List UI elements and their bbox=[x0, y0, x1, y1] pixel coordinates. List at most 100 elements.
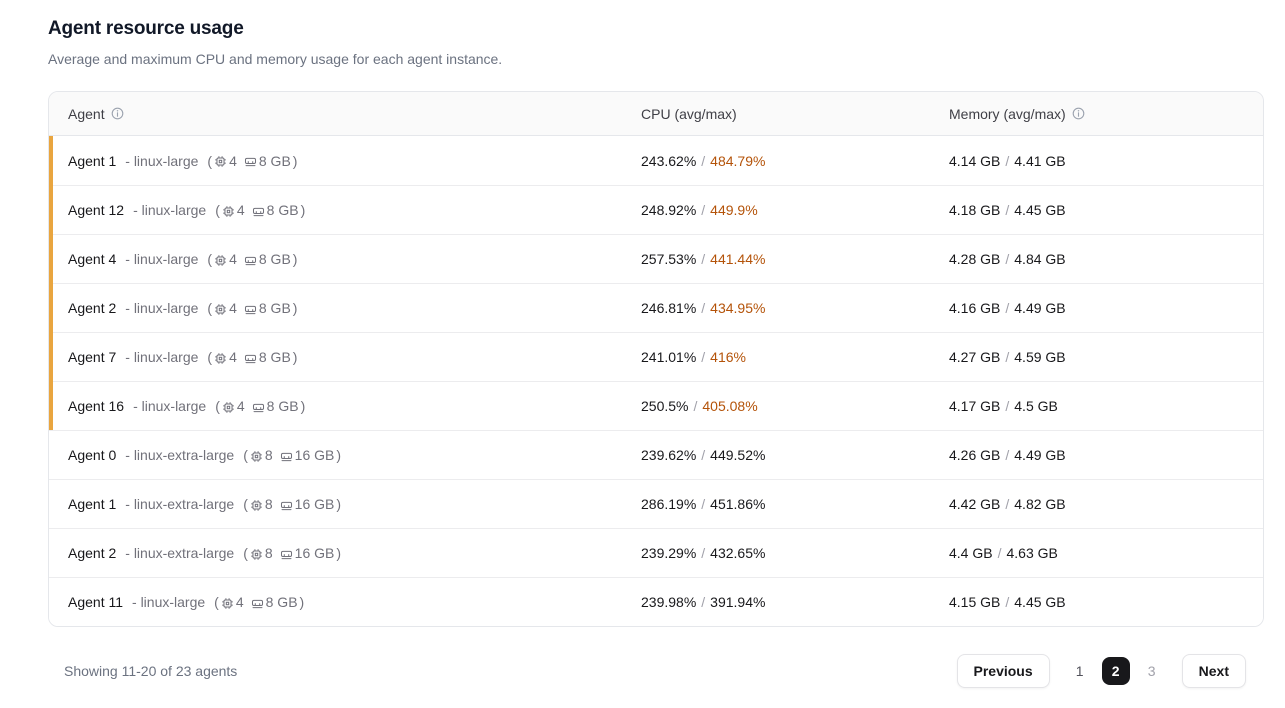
memory-avg-value: 4.16 GB bbox=[949, 300, 1001, 317]
cpu-chip-icon bbox=[214, 303, 227, 316]
cpu-usage-cell: 239.98%/391.94% bbox=[641, 594, 949, 610]
agent-name: Agent 12 bbox=[68, 202, 125, 219]
memory-max-value: 4.63 GB bbox=[1006, 545, 1058, 562]
agent-resource-usage-page: Agent resource usage Average and maximum… bbox=[48, 18, 1264, 689]
spec-open-paren: ( bbox=[214, 594, 219, 611]
cpu-usage-cell: 239.29%/432.65% bbox=[641, 545, 949, 561]
agent-name: Agent 2 bbox=[68, 545, 117, 562]
memory-usage-cell: 4.14 GB/4.41 GB bbox=[949, 153, 1263, 169]
agent-cpu-count: 4 bbox=[229, 152, 237, 169]
next-page-button[interactable]: Next bbox=[1181, 654, 1246, 689]
info-icon[interactable] bbox=[1072, 107, 1085, 120]
agent-cpu-count: 8 bbox=[264, 496, 273, 513]
agent-cell: Agent 4 - linux-large ( 4 8 GB ) bbox=[49, 251, 641, 267]
value-separator: / bbox=[701, 447, 706, 464]
spec-close-paren: ) bbox=[299, 594, 305, 611]
memory-stick-icon bbox=[280, 499, 293, 512]
memory-avg-value: 4.27 GB bbox=[949, 349, 1001, 366]
value-separator: / bbox=[1005, 202, 1010, 219]
agent-ram-amount: 8 GB bbox=[265, 594, 298, 611]
cpu-max-value: 449.9% bbox=[710, 202, 758, 219]
cpu-avg-value: 257.53% bbox=[641, 251, 697, 268]
value-separator: / bbox=[701, 300, 706, 317]
memory-avg-value: 4.14 GB bbox=[949, 152, 1001, 169]
cpu-column-label: CPU (avg/max) bbox=[641, 105, 737, 122]
cpu-chip-icon bbox=[250, 450, 263, 463]
table-row: Agent 1 - linux-large ( 4 8 GB ) 243.62%… bbox=[49, 136, 1263, 186]
agent-cpu-count: 4 bbox=[229, 300, 237, 317]
agent-runner-variant: - linux-large bbox=[132, 594, 206, 611]
cpu-usage-cell: 248.92%/449.9% bbox=[641, 202, 949, 218]
agent-cell: Agent 2 - linux-large ( 4 8 GB ) bbox=[49, 300, 641, 316]
spec-close-paren: ) bbox=[336, 545, 342, 562]
memory-usage-cell: 4.26 GB/4.49 GB bbox=[949, 447, 1263, 463]
agent-runner-variant: - linux-large bbox=[125, 251, 199, 268]
memory-usage-cell: 4.18 GB/4.45 GB bbox=[949, 202, 1263, 218]
agent-specs: ( 4 8 GB ) bbox=[207, 153, 297, 169]
memory-stick-icon bbox=[244, 352, 257, 365]
agent-name: Agent 1 bbox=[68, 152, 117, 169]
cpu-avg-value: 239.62% bbox=[641, 447, 697, 464]
spec-open-paren: ( bbox=[243, 545, 248, 562]
page-subtitle: Average and maximum CPU and memory usage… bbox=[48, 50, 503, 67]
agent-runner-variant: - linux-extra-large bbox=[125, 545, 235, 562]
value-separator: / bbox=[997, 545, 1002, 562]
cpu-max-value: 405.08% bbox=[702, 398, 758, 415]
previous-page-button[interactable]: Previous bbox=[956, 654, 1050, 689]
value-separator: / bbox=[1005, 300, 1010, 317]
agent-name: Agent 2 bbox=[68, 300, 117, 317]
spec-close-paren: ) bbox=[292, 300, 298, 317]
cpu-avg-value: 286.19% bbox=[641, 496, 697, 513]
agent-name: Agent 7 bbox=[68, 349, 117, 366]
info-icon[interactable] bbox=[111, 107, 124, 120]
memory-max-value: 4.49 GB bbox=[1014, 447, 1066, 464]
value-separator: / bbox=[701, 496, 706, 513]
pagination-page-button[interactable]: 3 bbox=[1138, 657, 1166, 685]
cpu-avg-value: 250.5% bbox=[641, 398, 689, 415]
value-separator: / bbox=[701, 349, 706, 366]
memory-stick-icon bbox=[244, 254, 257, 267]
spec-close-paren: ) bbox=[292, 152, 298, 169]
value-separator: / bbox=[1005, 594, 1010, 611]
memory-usage-cell: 4.17 GB/4.5 GB bbox=[949, 398, 1263, 414]
showing-count-text: Showing 11-20 of 23 agents bbox=[64, 663, 238, 680]
spec-open-paren: ( bbox=[207, 300, 213, 317]
pagination-page-button[interactable]: 2 bbox=[1101, 657, 1130, 686]
spec-open-paren: ( bbox=[243, 447, 248, 464]
agent-runner-variant: - linux-large bbox=[133, 202, 207, 219]
agent-column-label: Agent bbox=[68, 105, 105, 122]
value-separator: / bbox=[701, 594, 706, 611]
agent-cell: Agent 11 - linux-large ( 4 8 GB ) bbox=[49, 594, 641, 610]
cpu-usage-cell: 257.53%/441.44% bbox=[641, 251, 949, 267]
agent-runner-variant: - linux-large bbox=[125, 152, 199, 169]
table-row: Agent 2 - linux-large ( 4 8 GB ) 246.81%… bbox=[49, 283, 1263, 333]
cpu-usage-cell: 286.19%/451.86% bbox=[641, 496, 949, 512]
cpu-max-value: 484.79% bbox=[710, 152, 766, 169]
agent-ram-amount: 8 GB bbox=[258, 152, 291, 169]
page-title: Agent resource usage bbox=[48, 18, 244, 39]
table-row: Agent 4 - linux-large ( 4 8 GB ) 257.53%… bbox=[49, 234, 1263, 284]
agent-specs: ( 8 16 GB ) bbox=[243, 447, 341, 463]
agent-runner-variant: - linux-large bbox=[125, 349, 199, 366]
agent-ram-amount: 8 GB bbox=[266, 202, 299, 219]
memory-usage-cell: 4.4 GB/4.63 GB bbox=[949, 545, 1263, 561]
memory-max-value: 4.5 GB bbox=[1014, 398, 1058, 415]
table-row: Agent 1 - linux-extra-large ( 8 16 GB ) … bbox=[49, 479, 1263, 529]
spec-open-paren: ( bbox=[215, 202, 220, 219]
cpu-chip-icon bbox=[250, 548, 263, 561]
value-separator: / bbox=[1005, 398, 1010, 415]
cpu-max-value: 451.86% bbox=[710, 496, 766, 513]
memory-avg-value: 4.18 GB bbox=[949, 202, 1001, 219]
memory-usage-cell: 4.15 GB/4.45 GB bbox=[949, 594, 1263, 610]
pagination-page-button[interactable]: 1 bbox=[1066, 657, 1094, 685]
cpu-usage-cell: 239.62%/449.52% bbox=[641, 447, 949, 463]
agent-cell: Agent 0 - linux-extra-large ( 8 16 GB ) bbox=[49, 447, 641, 463]
memory-max-value: 4.49 GB bbox=[1014, 300, 1066, 317]
memory-column-label: Memory (avg/max) bbox=[949, 105, 1066, 122]
memory-stick-icon bbox=[280, 548, 293, 561]
column-header-memory: Memory (avg/max) bbox=[949, 106, 1263, 122]
agent-name: Agent 1 bbox=[68, 496, 117, 513]
table-header-row: Agent CPU (avg/max) Memory (avg/max) bbox=[49, 92, 1263, 137]
column-header-cpu: CPU (avg/max) bbox=[641, 106, 949, 122]
value-separator: / bbox=[701, 251, 706, 268]
